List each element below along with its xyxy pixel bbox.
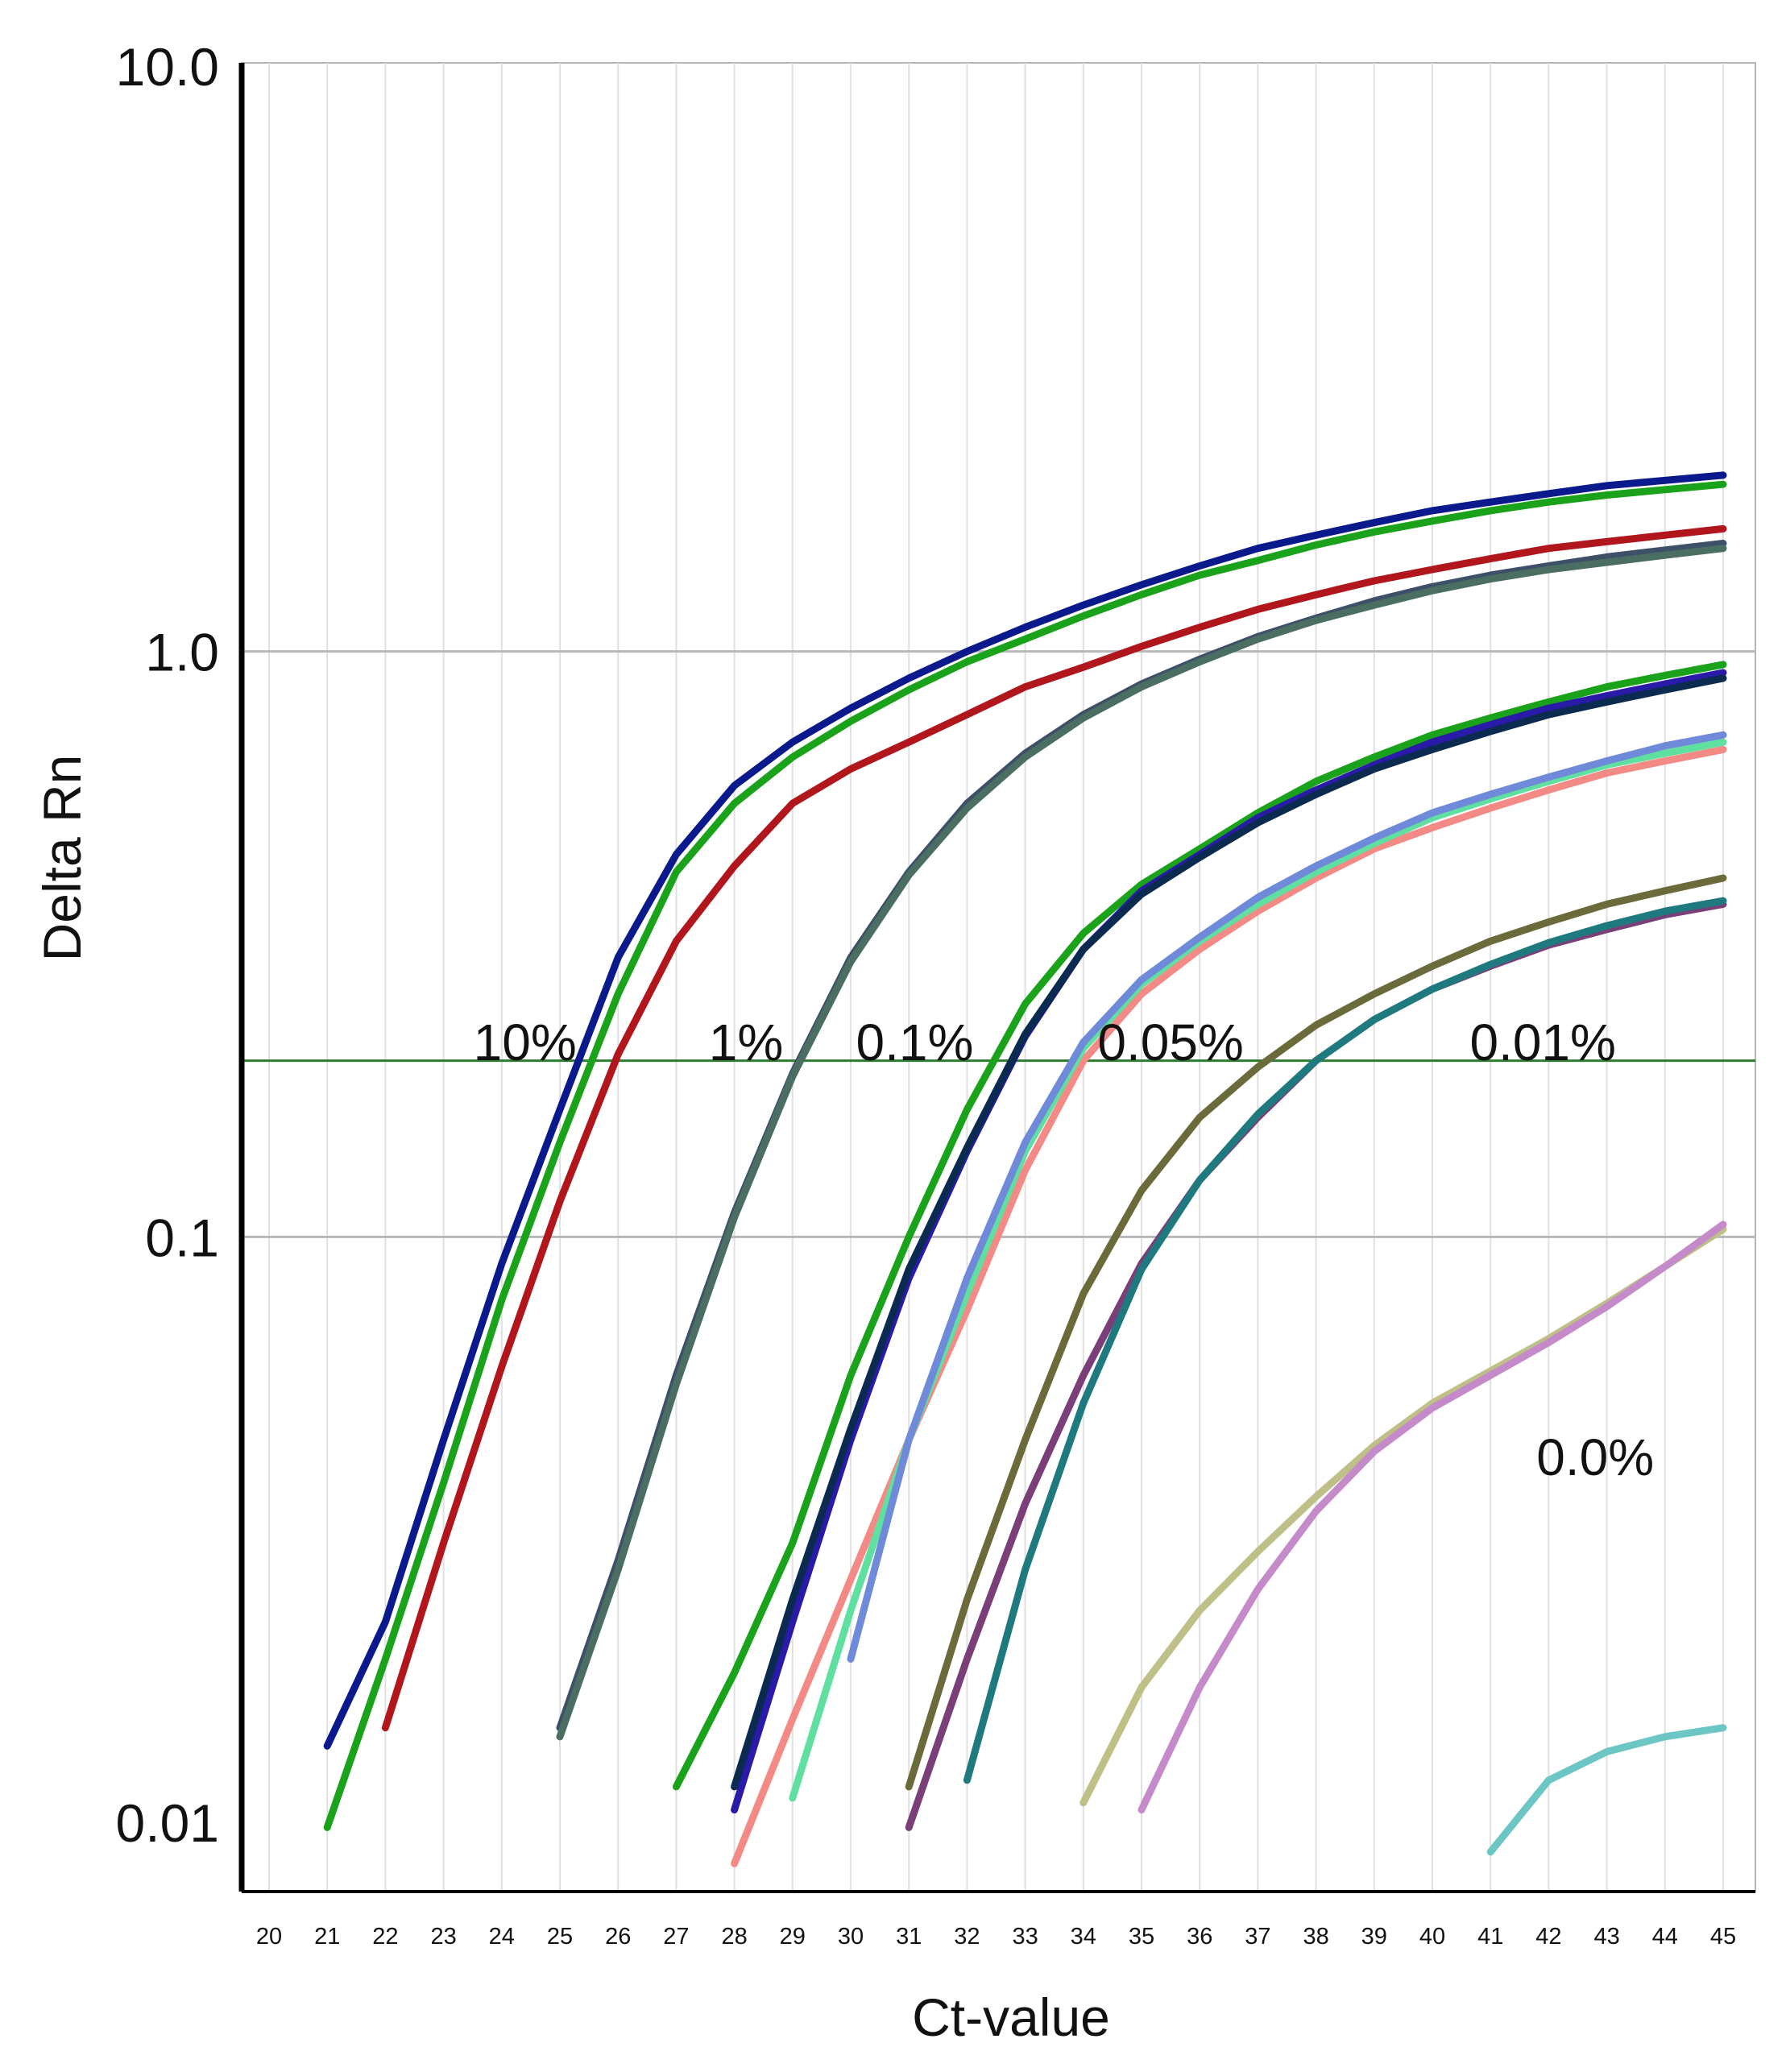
series-lines (323, 471, 1727, 1867)
annotation-label-5: 0.01% (1469, 1013, 1615, 1071)
y-tick-label-1.0: 1.0 (145, 623, 219, 682)
x-tick-label-42: 42 (1535, 1924, 1561, 1950)
x-tick-label-37: 37 (1245, 1924, 1270, 1950)
series-line-12 (905, 874, 1727, 1791)
x-tick-labels: 20 21 22 23 24 25 26 27 28 29 30 31 32 33 34 35 36 37 38 39… (256, 1924, 1736, 1950)
x-tick-label-34: 34 (1071, 1924, 1096, 1950)
annotation-label-3: 0.1% (856, 1013, 973, 1071)
series-line-2 (323, 480, 1727, 1831)
series-line-17 (1486, 1724, 1727, 1856)
x-tick-label-35: 35 (1129, 1924, 1154, 1950)
x-tick-label-40: 40 (1419, 1924, 1445, 1950)
series-line-8 (731, 674, 1727, 1791)
y-axis-title: Delta Rn (32, 755, 92, 962)
series-line-6 (672, 661, 1727, 1791)
y-tick-labels: 10.0 1.0 0.1 0.01 (116, 37, 219, 1853)
group-annotations: 10% 1% 0.1% 0.05% 0.01% 0.0% (474, 1013, 1654, 1486)
x-tick-label-38: 38 (1303, 1924, 1328, 1950)
x-tick-label-22: 22 (372, 1924, 398, 1950)
series-line-11 (847, 731, 1727, 1663)
series-line-1 (323, 471, 1727, 1750)
x-axis-title: Ct-value (912, 1987, 1110, 2047)
annotation-label-6: 0.0% (1536, 1428, 1654, 1486)
series-line-5 (556, 545, 1727, 1741)
series-line-14 (963, 897, 1727, 1784)
x-tick-label-24: 24 (489, 1924, 515, 1950)
x-tick-label-25: 25 (547, 1924, 573, 1950)
series-line-16 (1137, 1220, 1727, 1814)
y-tick-label-10.0: 10.0 (116, 37, 219, 97)
x-tick-label-41: 41 (1477, 1924, 1503, 1950)
x-tick-label-23: 23 (430, 1924, 456, 1950)
vertical-gridlines (268, 63, 1724, 1892)
x-tick-label-36: 36 (1187, 1924, 1212, 1950)
annotation-label-2: 1% (709, 1013, 784, 1071)
x-tick-label-43: 43 (1593, 1924, 1619, 1950)
y-tick-label-0.01: 0.01 (116, 1793, 219, 1853)
x-tick-label-32: 32 (954, 1924, 980, 1950)
x-tick-label-28: 28 (721, 1924, 747, 1950)
x-tick-label-21: 21 (314, 1924, 340, 1950)
annotation-label-1: 10% (474, 1013, 577, 1071)
series-line-3 (381, 524, 1727, 1732)
x-tick-label-39: 39 (1361, 1924, 1387, 1950)
x-tick-label-27: 27 (663, 1924, 689, 1950)
x-tick-label-45: 45 (1710, 1924, 1736, 1950)
y-tick-label-0.1: 0.1 (145, 1208, 219, 1267)
x-tick-label-20: 20 (256, 1924, 282, 1950)
x-tick-label-33: 33 (1012, 1924, 1038, 1950)
x-tick-label-29: 29 (780, 1924, 806, 1950)
x-tick-label-44: 44 (1652, 1924, 1678, 1950)
annotation-label-4: 0.05% (1097, 1013, 1243, 1071)
x-tick-label-26: 26 (605, 1924, 631, 1950)
x-tick-label-31: 31 (896, 1924, 922, 1950)
x-tick-label-30: 30 (838, 1924, 864, 1950)
